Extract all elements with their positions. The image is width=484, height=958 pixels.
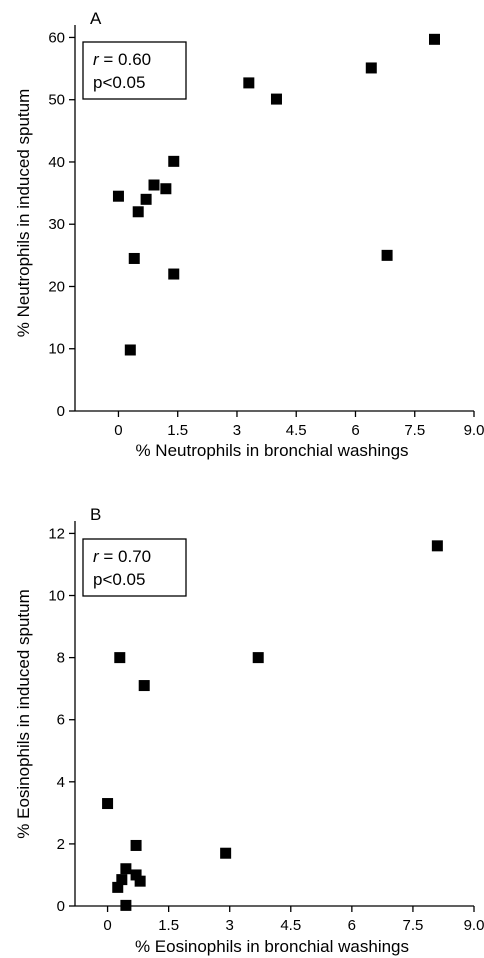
x-tick-label: 3 <box>226 917 234 934</box>
data-point <box>428 33 440 45</box>
data-point <box>130 869 142 881</box>
data-point <box>112 190 124 202</box>
data-point <box>168 155 180 167</box>
y-tick-label: 10 <box>48 341 65 358</box>
y-axis-label: % Neutrophils in induced sputum <box>14 89 33 338</box>
y-tick-label: 6 <box>57 712 65 729</box>
data-point <box>132 206 144 218</box>
x-tick-label: 9.0 <box>464 917 484 934</box>
y-tick-label: 50 <box>48 92 65 109</box>
data-point <box>130 839 142 851</box>
y-axis-label: % Eosinophils in induced sputum <box>14 589 33 838</box>
x-tick-label: 1.5 <box>158 917 179 934</box>
data-point <box>252 652 264 664</box>
x-tick-label: 7.5 <box>402 917 423 934</box>
data-point <box>112 881 124 893</box>
data-point <box>381 249 393 261</box>
data-point <box>140 193 152 205</box>
stats-box <box>82 538 187 597</box>
data-point <box>134 875 146 887</box>
y-tick-label: 12 <box>48 525 65 542</box>
y-tick-label: 30 <box>48 216 65 233</box>
y-tick-label: 0 <box>57 898 65 915</box>
data-point <box>365 62 377 74</box>
data-point <box>102 798 114 810</box>
data-point <box>243 77 255 89</box>
x-tick-label: 4.5 <box>280 917 301 934</box>
x-tick-label: 7.5 <box>404 422 425 439</box>
data-point <box>128 252 140 264</box>
p-value-text: p<0.05 <box>93 73 145 92</box>
x-tick-label: 0 <box>103 917 111 934</box>
data-point <box>160 183 172 195</box>
r-value: = 0.60 <box>99 50 151 69</box>
x-tick-label: 6 <box>348 917 356 934</box>
data-point <box>120 863 132 875</box>
x-tick-label: 1.5 <box>167 422 188 439</box>
chart-panel-a: 0 10 20 30 40 50 60 0 1.5 3 4.5 6 7.5 9.0 % Neutrophil… <box>14 9 484 460</box>
y-tick-label: 2 <box>57 836 65 853</box>
data-point <box>270 93 282 105</box>
p-value-text: p<0.05 <box>93 570 145 589</box>
chart-panel-b: 0 2 4 6 8 10 12 0 1.5 3 4.5 6 7.5 9.0 % Eosinophils in… <box>14 505 484 956</box>
r-value-text: r = 0.60 <box>93 50 151 69</box>
stats-annotation: r = 0.70 p<0.05 <box>82 538 187 597</box>
data-point <box>120 899 132 911</box>
x-axis-label: % Neutrophils in bronchial washings <box>135 441 408 460</box>
y-tick-label: 10 <box>48 588 65 605</box>
data-point <box>148 179 160 191</box>
y-tick-label: 20 <box>48 278 65 295</box>
y-tick-label: 60 <box>48 29 65 46</box>
data-point <box>116 874 128 886</box>
y-tick-label: 40 <box>48 154 65 171</box>
y-tick-label: 0 <box>57 403 65 420</box>
stats-annotation: r = 0.60 p<0.05 <box>82 41 187 100</box>
x-tick-label: 4.5 <box>286 422 307 439</box>
y-tick-label: 4 <box>57 774 65 791</box>
panel-label: A <box>90 9 102 28</box>
r-value: = 0.70 <box>99 547 151 566</box>
x-tick-label: 0 <box>114 422 122 439</box>
data-point <box>138 680 150 692</box>
panel-label: B <box>90 505 101 524</box>
r-value-text: r = 0.70 <box>93 547 151 566</box>
data-point <box>431 540 443 552</box>
data-point <box>220 847 232 859</box>
r-symbol: r <box>93 50 100 69</box>
x-tick-label: 3 <box>233 422 241 439</box>
data-point <box>114 652 126 664</box>
r-symbol: r <box>93 547 100 566</box>
data-point <box>124 344 136 356</box>
x-tick-label: 6 <box>351 422 359 439</box>
stats-box <box>82 41 187 100</box>
y-tick-label: 8 <box>57 650 65 667</box>
x-axis-label: % Eosinophils in bronchial washings <box>135 937 409 956</box>
data-point <box>168 268 180 280</box>
x-tick-label: 9.0 <box>464 422 484 439</box>
